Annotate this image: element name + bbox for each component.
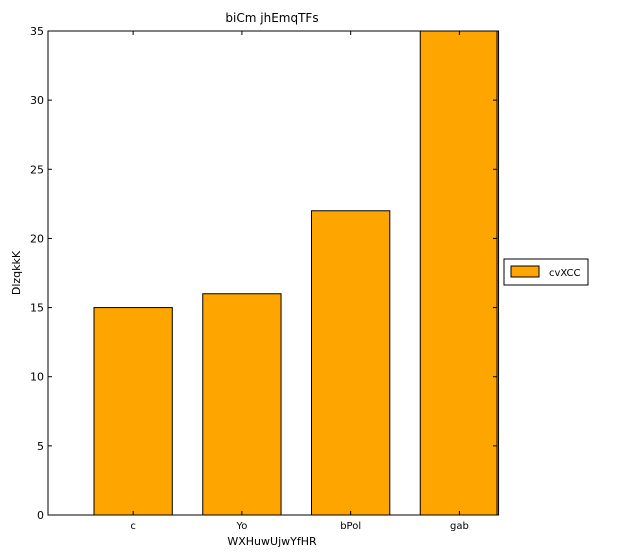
legend: cvXCC [503, 258, 589, 286]
chart-title: biCm jhEmqTFs [225, 11, 318, 25]
y-tick-label: 35 [30, 25, 44, 38]
legend-swatch [510, 265, 540, 278]
y-tick-label: 20 [30, 232, 44, 245]
legend-label: cvXCC [549, 268, 581, 279]
axes-frame [47, 30, 498, 516]
bar-bPol [311, 210, 391, 516]
y-tick-label: 5 [37, 440, 44, 453]
bar-c [93, 307, 173, 516]
x-tick-label: bPol [340, 521, 361, 532]
y-tick-label: 10 [30, 371, 44, 384]
x-tick-label: c [130, 521, 136, 532]
y-axis-label: DlzqkkK [10, 250, 23, 295]
bar-gab [419, 30, 500, 516]
x-axis-label: WXHuwUjwYfHR [227, 535, 317, 548]
x-tick-label: Yo [235, 521, 247, 532]
bar-Yo [202, 293, 282, 516]
y-tick-label: 15 [30, 302, 44, 315]
y-tick-label: 30 [30, 94, 44, 107]
y-tick-label: 0 [37, 509, 44, 522]
y-tick-label: 25 [30, 163, 44, 176]
plot-area: c Yo bPol gab 0 5 10 15 20 25 30 35 [30, 25, 500, 532]
x-tick-label: gab [450, 521, 469, 532]
